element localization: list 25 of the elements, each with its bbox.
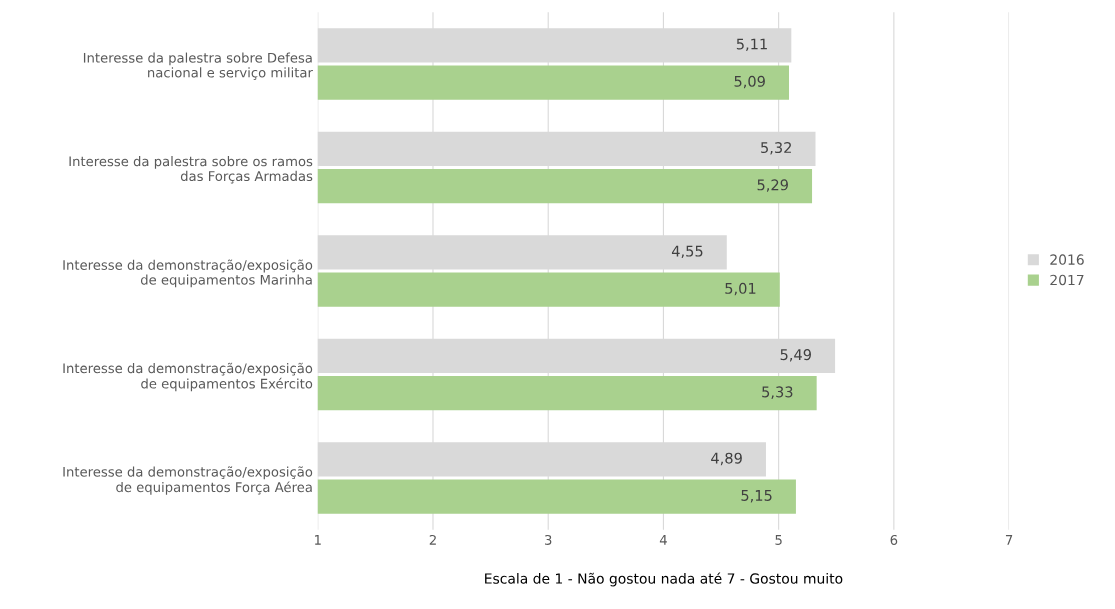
data-label: 5,09: [734, 75, 765, 89]
x-tick-label: 6: [890, 534, 898, 545]
x-tick-label: 2: [429, 534, 436, 545]
y-tick-label: Interesse da demonstração/exposição de equipamentos Marinha: [63, 259, 313, 288]
y-tick-label: Interesse da demonstração/exposição de equipamentos Força Aérea: [63, 466, 313, 495]
y-tick-label: Interesse da demonstração/exposição de equipamentos Exército: [63, 362, 313, 392]
x-tick-label: 5: [775, 535, 782, 545]
x-tick-label: 7: [1005, 535, 1013, 545]
x-axis-title: Escala de 1 - Não gostou nada até 7 - Gostou muito: [485, 572, 843, 587]
data-label: 5,49: [780, 349, 811, 362]
legend-label: 2016: [1050, 254, 1084, 265]
data-label: 5,11: [736, 38, 767, 52]
y-tick-label: Interesse da palestra sobre Defesa nacional e serviço militar: [83, 52, 313, 80]
data-label: 5,33: [762, 386, 793, 399]
data-label: 4,89: [711, 452, 742, 466]
legend-label: 2017: [1050, 274, 1084, 286]
y-tick-label: Interesse da palestra sobre os ramos das Forças Armadas: [69, 156, 313, 184]
data-label: 5,32: [761, 142, 791, 155]
data-label: 4,55: [671, 245, 703, 259]
x-tick-label: 3: [545, 534, 552, 545]
data-label: 5,15: [741, 490, 772, 503]
x-tick-label: 1: [315, 535, 321, 545]
data-label: 5,29: [757, 179, 788, 192]
x-tick-label: 4: [659, 535, 667, 545]
data-label: 5,01: [725, 282, 756, 296]
